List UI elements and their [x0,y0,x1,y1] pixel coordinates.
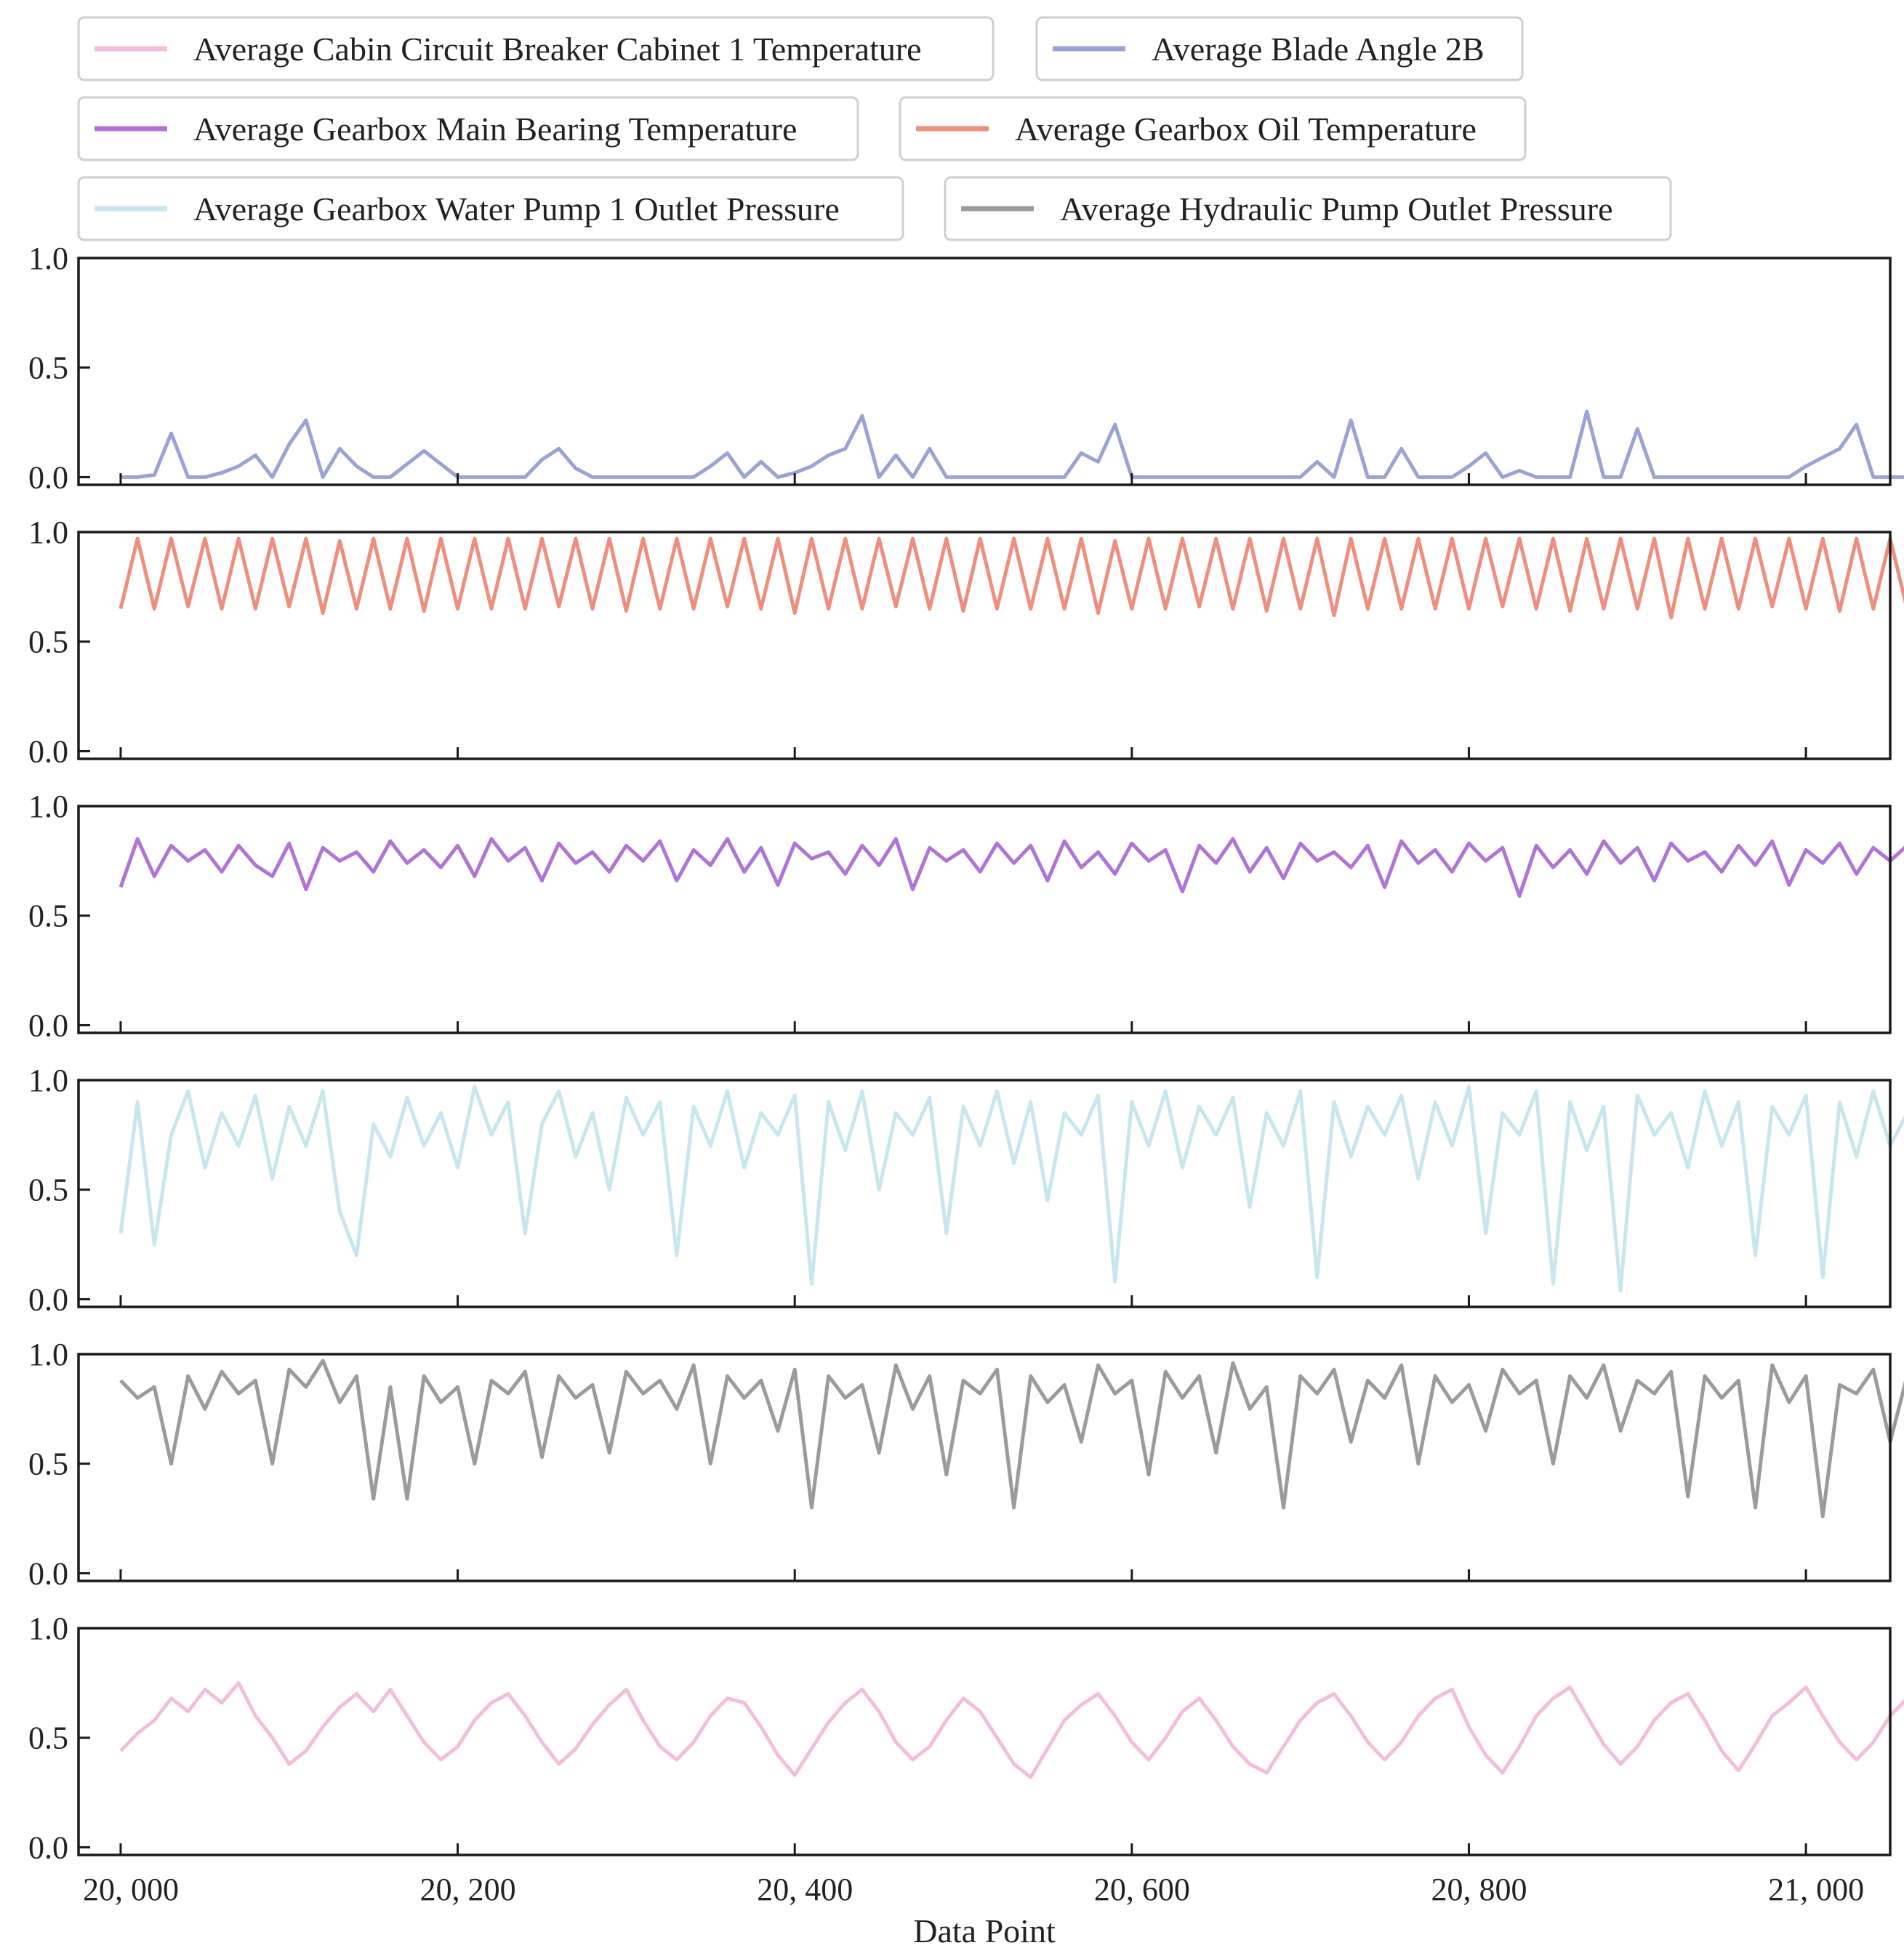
series-line [119,1084,1904,1292]
y-tick-label: 0.5 [28,1720,68,1756]
x-tick-label: 20, 400 [757,1872,853,1907]
legend-entry: Average Blade Angle 2B [1035,16,1524,81]
y-tick-label: 1.0 [28,789,68,824]
plot-frame [77,1627,1892,1856]
subplot: 0.0 0.5 1.0 [28,1063,1904,1317]
y-tick-label: 0.0 [28,1555,68,1591]
legend-label: Average Gearbox Oil Temperature [1015,110,1477,148]
series-line [119,837,1904,898]
legend-label: Average Gearbox Water Pump 1 Outlet Pres… [193,190,840,228]
x-tick-label: 21, 000 [1768,1872,1864,1907]
plot-frame [77,257,1892,486]
legend-label: Average Blade Angle 2B [1152,31,1485,68]
y-tick-label: 0.0 [28,1281,68,1317]
plot-frame [77,805,1892,1034]
x-axis-labels: 20, 000 20, 200 20, 400 20, 600 20, 800 21, 0… [83,1872,1864,1907]
legend: Average Cabin Circuit Breaker Cabinet 1 … [77,16,1672,241]
subplot: 0.0 0.5 1.0 [28,1611,1904,1865]
series-line [119,1681,1904,1779]
legend-box [77,16,995,81]
y-tick-label: 1.0 [28,1611,68,1646]
subplot: 0.0 0.5 1.0 [28,241,1904,495]
plot-frame [77,1079,1892,1308]
legend-entry: Average Cabin Circuit Breaker Cabinet 1 … [77,16,995,81]
y-tick-label: 1.0 [28,515,68,550]
series-line [119,536,1904,620]
y-tick-label: 0.0 [28,1830,68,1865]
y-tick-label: 0.0 [28,1007,68,1043]
y-tick-label: 1.0 [28,1337,68,1372]
legend-box [77,96,859,161]
legend-box [944,176,1672,241]
legend-label: Average Cabin Circuit Breaker Cabinet 1 … [193,31,922,68]
x-axis-title: Data Point [913,1912,1056,1949]
plot-frame [77,531,1892,760]
y-tick-label: 0.0 [28,733,68,769]
y-tick-label: 1.0 [28,241,68,276]
legend-label: Average Gearbox Main Bearing Temperature [193,110,797,148]
subplot-panels: 0.00.51.00.00.51.00.00.51.00.00.51.00.00… [28,241,1904,1865]
y-tick-label: 0.5 [28,898,68,934]
legend-box [1035,16,1524,81]
legend-entry: Average Gearbox Main Bearing Temperature [77,96,859,161]
legend-label: Average Hydraulic Pump Outlet Pressure [1060,190,1613,228]
subplot: 0.0 0.5 1.0 [28,1337,1904,1591]
legend-entry: Average Gearbox Oil Temperature [899,96,1527,161]
legend-box [77,176,904,241]
legend-box [899,96,1527,161]
x-tick-label: 20, 200 [420,1872,516,1907]
y-tick-label: 0.5 [28,624,68,660]
series-line [119,1359,1904,1518]
x-tick-label: 20, 800 [1431,1872,1527,1907]
plot-frame [77,1353,1892,1582]
y-tick-label: 1.0 [28,1063,68,1098]
x-tick-label: 20, 000 [83,1872,179,1907]
y-tick-label: 0.5 [28,1172,68,1208]
y-tick-label: 0.0 [28,459,68,495]
subplot: 0.0 0.5 1.0 [28,789,1904,1043]
subplot: 0.0 0.5 1.0 [28,515,1904,769]
legend-entry: Average Gearbox Water Pump 1 Outlet Pres… [77,176,904,241]
x-tick-label: 20, 600 [1094,1872,1190,1907]
y-tick-label: 0.5 [28,350,68,386]
y-tick-label: 0.5 [28,1446,68,1482]
series-line [121,409,1904,479]
legend-entry: Average Hydraulic Pump Outlet Pressure [944,176,1672,241]
